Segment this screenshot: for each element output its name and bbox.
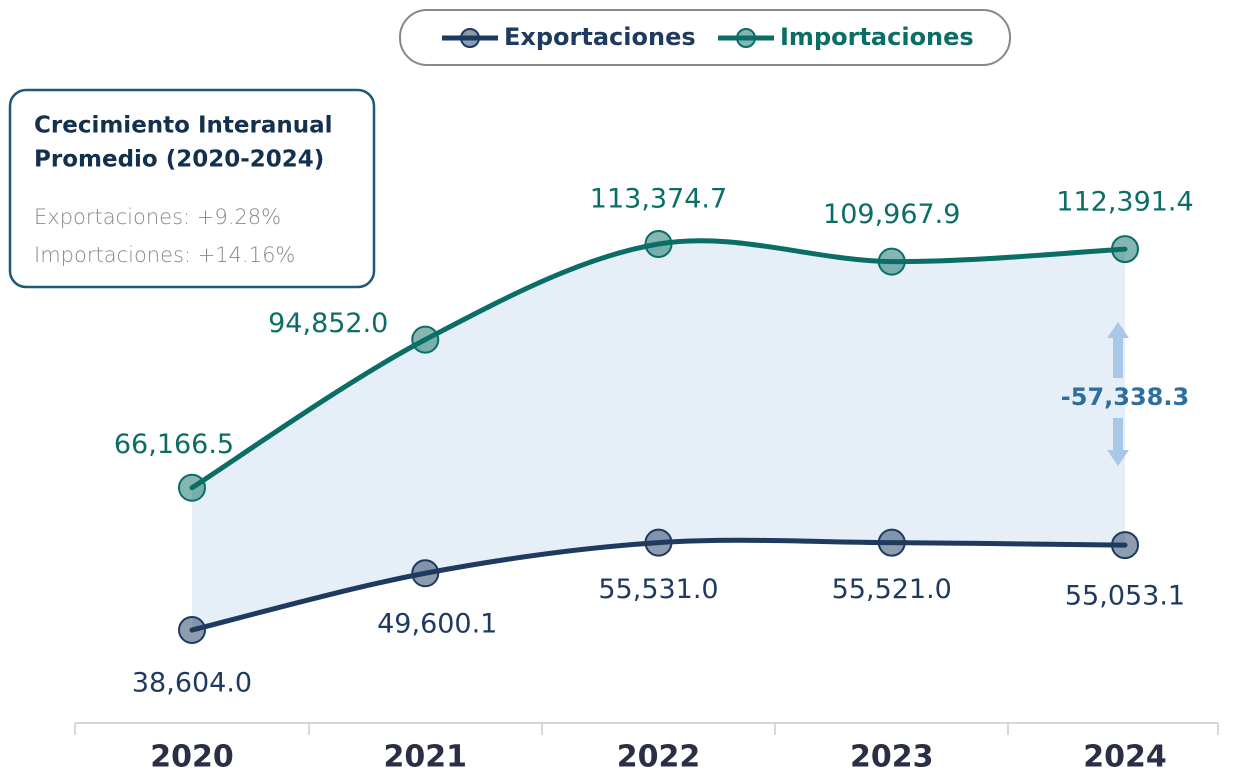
x-tick-label: 2022	[617, 740, 701, 775]
gap-label: -57,338.3	[1061, 383, 1189, 411]
x-tick-label: 2024	[1083, 740, 1167, 775]
data-label: 66,166.5	[114, 429, 234, 460]
marker	[411, 325, 440, 354]
gap-arrow	[1107, 322, 1129, 378]
data-label: 112,391.4	[1056, 187, 1193, 218]
info-title: Promedio (2020-2024)	[34, 147, 324, 173]
marker	[877, 528, 906, 557]
legend-label: Exportaciones	[504, 23, 696, 51]
marker	[1111, 235, 1139, 264]
marker	[644, 230, 673, 258]
info-title: Crecimiento Interanual	[34, 113, 333, 139]
gap-area	[192, 240, 1125, 630]
data-label: 49,600.1	[377, 609, 497, 640]
marker	[178, 473, 206, 502]
gap-arrow	[1107, 418, 1129, 466]
data-label: 113,374.7	[590, 184, 727, 215]
info-line: Importaciones: +14.16%	[34, 243, 295, 267]
marker	[1111, 531, 1139, 560]
marker	[411, 559, 440, 588]
x-tick-label: 2023	[850, 740, 934, 775]
x-tick-label: 2021	[384, 740, 468, 775]
legend-marker	[736, 28, 756, 48]
legend-marker	[460, 28, 480, 48]
legend-label: Importaciones	[780, 23, 974, 51]
info-line: Exportaciones: +9.28%	[34, 205, 281, 229]
data-label: 94,852.0	[268, 308, 388, 339]
data-label: 109,967.9	[823, 199, 960, 230]
data-label: 55,053.1	[1065, 581, 1185, 612]
marker	[178, 616, 206, 644]
data-label: 55,521.0	[832, 574, 952, 605]
data-label: 55,531.0	[598, 574, 718, 605]
data-label: 38,604.0	[132, 668, 252, 699]
marker	[644, 528, 673, 557]
marker	[877, 247, 906, 276]
legend-box	[399, 9, 1011, 66]
info-box	[8, 88, 376, 289]
x-axis	[74, 722, 1219, 735]
x-tick-label: 2020	[150, 740, 234, 775]
